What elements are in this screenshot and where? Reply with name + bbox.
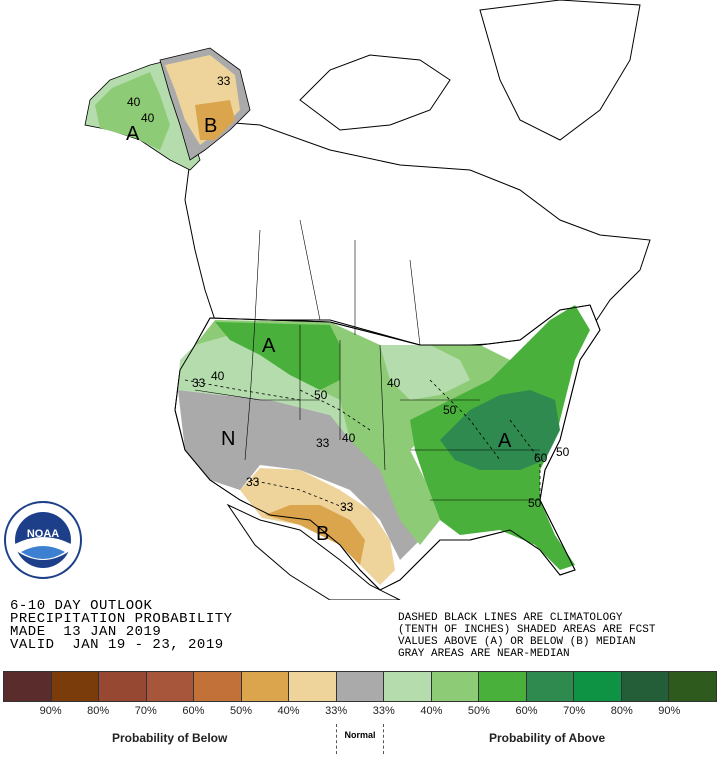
legend-tick: 90% [658, 705, 681, 717]
swatch-above-90 [669, 672, 716, 701]
swatch-below-40 [241, 672, 290, 701]
north-above-50 [215, 322, 340, 390]
west-n-label: N [221, 428, 235, 450]
legend-tick: 80% [87, 705, 110, 717]
alaska-b-label: B [204, 115, 217, 137]
swatch-above-33 [384, 672, 432, 701]
swatch-below-80 [51, 672, 100, 701]
title-line-4: VALID JAN 19 - 23, 2019 [10, 637, 224, 653]
swatch-below-90 [4, 672, 52, 701]
outlook-title-block: 6-10 DAY OUTLOOK PRECIPITATION PROBABILI… [10, 598, 233, 653]
normal-label: Normal [344, 730, 376, 740]
legend-tick: 33% [325, 705, 348, 717]
legend-tick: 40% [420, 705, 443, 717]
note-line-3: VALUES ABOVE (A) OR BELOW (B) MEDIAN [398, 636, 636, 648]
conus-border-overlay [174, 304, 601, 591]
mw-40-label: 40 [387, 376, 401, 390]
title-line-3: MADE 13 JAN 2019 [10, 624, 162, 640]
east-above-33 [380, 345, 470, 400]
legend-tick: 70% [134, 705, 157, 717]
conus-region [174, 304, 601, 591]
climatology-lines [184, 379, 541, 511]
swatch-normal [336, 672, 385, 701]
legend-tick: 40% [277, 705, 300, 717]
greenland [479, 0, 641, 141]
mexico-outline [226, 503, 401, 600]
sw-33a-label: 33 [246, 475, 260, 489]
c-40-label: 40 [342, 431, 356, 445]
swatch-above-80 [621, 672, 670, 701]
sw-33b-label: 33 [340, 500, 354, 514]
probability-below-label: Probability of Below [112, 731, 228, 745]
precipitation-outlook-map: A B 33 40 40 A 33 40 50 N 33 40 33 33 B … [4, 0, 651, 600]
west-normal [178, 390, 420, 560]
se-a-label: A [498, 430, 512, 452]
alaska-33-label: 33 [217, 74, 231, 88]
map-labels: A B 33 40 40 A 33 40 50 N 33 40 33 33 B … [126, 74, 570, 545]
probability-above-label: Probability of Above [489, 731, 606, 745]
legend-tick-labels: 90% 80% 70% 60% 50% 40% 33% 33% 40% 50% … [3, 705, 717, 721]
legend-tick: 33% [372, 705, 395, 717]
mw-50-label: 50 [443, 403, 457, 417]
se-60-label: 60 [534, 451, 548, 465]
probability-color-legend [3, 671, 717, 702]
normal-bracket: Normal [336, 724, 384, 754]
alaska-40a-label: 40 [127, 95, 141, 109]
swatch-below-50 [194, 672, 242, 701]
note-line-2: (TENTH OF INCHES) SHADED AREAS ARE FCST [398, 624, 656, 636]
alaska-a-label: A [126, 123, 140, 145]
legend-tick: 90% [39, 705, 62, 717]
legend-notes: DASHED BLACK LINES ARE CLIMATOLOGY (TENT… [398, 612, 655, 660]
swatch-below-70 [99, 672, 147, 701]
swatch-below-33 [289, 672, 337, 701]
alaska-above-40 [95, 72, 170, 150]
note-line-4: GRAY AREAS ARE NEAR-MEDIAN [398, 648, 570, 660]
c-33-label: 33 [316, 436, 330, 450]
swatch-above-40 [431, 672, 480, 701]
swatch-below-60 [146, 672, 195, 701]
title-line-1: 6-10 DAY OUTLOOK [10, 598, 153, 614]
swatch-above-60 [526, 672, 575, 701]
legend-tick: 60% [182, 705, 205, 717]
n-50-label: 50 [314, 388, 328, 402]
nw-33-label: 33 [192, 376, 206, 390]
alaska-40b-label: 40 [141, 111, 155, 125]
noaa-logo-text: NOAA [27, 528, 59, 540]
legend-tick: 50% [229, 705, 252, 717]
legend-tick: 80% [610, 705, 633, 717]
legend-tick: 60% [515, 705, 538, 717]
swatch-above-50 [479, 672, 527, 701]
legend-tick: 50% [467, 705, 490, 717]
legend-tick: 70% [563, 705, 586, 717]
noaa-logo: NOAA [4, 501, 82, 579]
se-50a-label: 50 [556, 445, 570, 459]
south-above-40 [380, 450, 440, 545]
land-outlines [184, 0, 651, 600]
se-50b-label: 50 [528, 496, 542, 510]
canada-landmass [184, 119, 651, 346]
pnw-a-label: A [262, 335, 276, 357]
swatch-above-70 [574, 672, 622, 701]
title-line-2: PRECIPITATION PROBABILITY [10, 611, 233, 627]
arctic-islands [299, 54, 451, 131]
note-line-1: DASHED BLACK LINES ARE CLIMATOLOGY [398, 612, 623, 624]
alaska-below-40 [195, 100, 235, 140]
nw-above-33 [178, 330, 360, 440]
sw-b-label: B [316, 523, 329, 545]
nw-40-label: 40 [211, 369, 225, 383]
alaska-region [84, 47, 251, 171]
sw-below-40 [265, 505, 365, 565]
